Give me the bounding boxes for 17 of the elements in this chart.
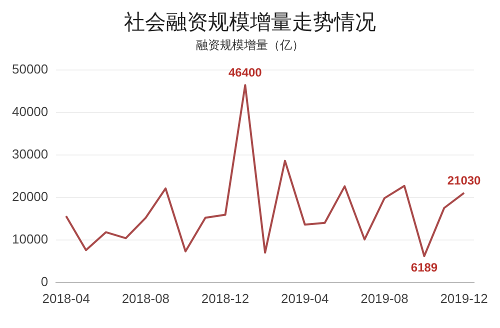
x-tick-label: 2018-08 <box>122 290 170 306</box>
x-tick-label: 2018-12 <box>201 290 250 306</box>
chart-title: 社会融资规模增量走势情况 <box>123 9 377 36</box>
x-tick-label: 2018-04 <box>42 290 90 306</box>
x-tick-label: 2019-04 <box>281 290 329 306</box>
y-tick-label: 40000 <box>12 104 48 119</box>
y-tick-label: 20000 <box>12 188 48 204</box>
data-label: 46400 <box>228 65 262 80</box>
data-label: 21030 <box>447 173 482 188</box>
y-tick-label: 30000 <box>12 146 48 162</box>
x-tick-label: 2019-08 <box>360 290 408 306</box>
y-tick-label: 10000 <box>12 231 48 246</box>
data-label: 6189 <box>410 260 438 274</box>
y-tick-label: 50000 <box>12 61 48 76</box>
x-tick-label: 2019-12 <box>440 290 488 306</box>
chart-subtitle: 融资规模增量（亿） <box>195 37 305 54</box>
y-tick-label: 0 <box>40 274 48 289</box>
